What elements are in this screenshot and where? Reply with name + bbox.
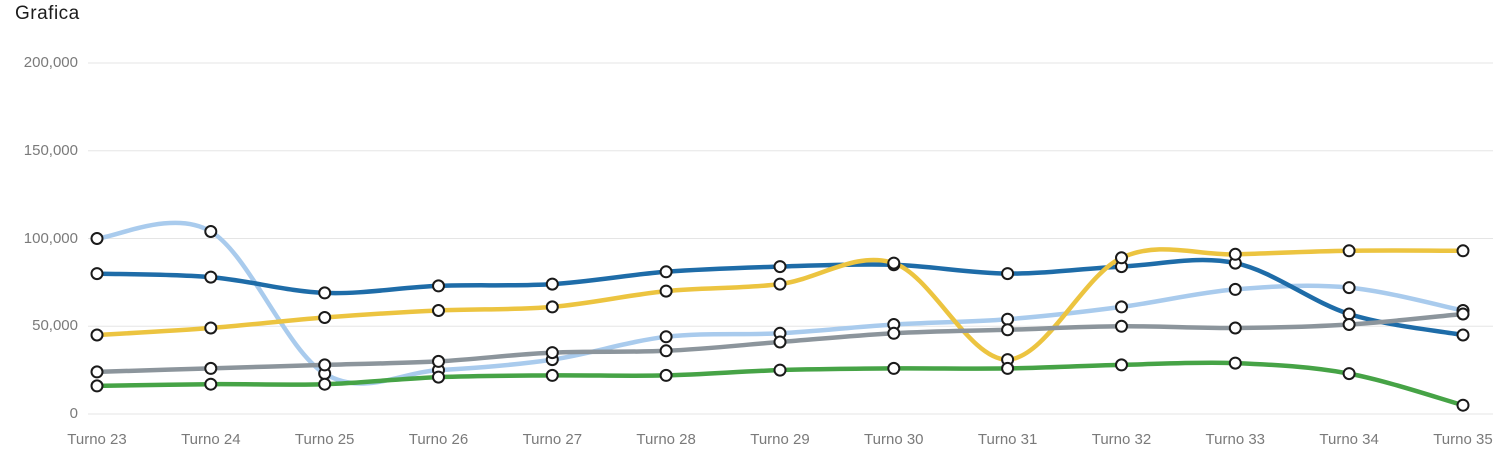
data-point-green[interactable] [1001, 361, 1015, 375]
data-point-dark-blue[interactable] [545, 277, 559, 291]
data-point-light-blue[interactable] [1228, 282, 1242, 296]
data-point-yellow[interactable] [1456, 244, 1470, 258]
data-point-light-blue[interactable] [90, 232, 104, 245]
data-point-gray[interactable] [90, 365, 104, 379]
data-point-yellow[interactable] [318, 311, 332, 324]
data-point-dark-blue[interactable] [318, 286, 332, 300]
data-point-green[interactable] [1228, 356, 1242, 370]
x-axis-tick-label: Turno 27 [522, 431, 583, 448]
data-point-green[interactable] [773, 363, 787, 377]
data-point-dark-blue[interactable] [90, 267, 104, 281]
data-point-gray[interactable] [887, 326, 901, 340]
y-axis-tick-label: 0 [69, 405, 78, 422]
x-axis-tick-label: Turno 30 [864, 431, 924, 448]
data-point-light-blue[interactable] [1001, 312, 1015, 326]
data-point-gray[interactable] [773, 335, 787, 349]
y-axis-tick-label: 150,000 [23, 141, 78, 159]
y-axis-tick-label: 200,000 [23, 54, 78, 71]
data-point-dark-blue[interactable] [773, 260, 787, 274]
x-axis-tick-label: Turno 29 [750, 431, 810, 448]
data-point-yellow[interactable] [90, 328, 104, 342]
data-point-gray[interactable] [1001, 323, 1015, 337]
data-point-gray[interactable] [1228, 321, 1242, 335]
data-point-dark-blue[interactable] [659, 265, 673, 279]
data-point-dark-blue[interactable] [432, 279, 445, 293]
data-point-yellow[interactable] [1228, 247, 1242, 261]
data-point-green[interactable] [1456, 398, 1470, 412]
chart-title: Grafica [15, 3, 80, 24]
series-line-light-blue[interactable] [94, 220, 1466, 386]
data-point-dark-blue[interactable] [204, 270, 218, 284]
data-point-yellow[interactable] [204, 321, 218, 335]
data-point-green[interactable] [659, 368, 673, 382]
data-point-gray[interactable] [1456, 307, 1470, 321]
data-point-yellow[interactable] [1115, 251, 1128, 265]
x-axis-tick-label: Turno 24 [181, 431, 241, 448]
data-point-green[interactable] [1342, 367, 1356, 381]
x-axis-tick-label: Turno 34 [1319, 431, 1379, 448]
x-axis-tick-label: Turno 26 [408, 431, 469, 448]
x-axis-tick-label: Turno 33 [1205, 431, 1266, 448]
data-point-yellow[interactable] [1342, 244, 1356, 258]
data-point-green[interactable] [1115, 358, 1128, 372]
data-point-green[interactable] [432, 370, 445, 384]
data-point-gray[interactable] [545, 346, 559, 360]
data-point-light-blue[interactable] [1115, 300, 1128, 314]
x-axis-tick-label: Turno 31 [977, 431, 1038, 448]
x-axis-tick-label: Turno 25 [294, 431, 355, 448]
data-point-dark-blue[interactable] [1001, 267, 1015, 281]
x-axis-tick-label: Turno 32 [1091, 431, 1152, 448]
x-axis-tick-label: Turno 23 [67, 431, 127, 448]
data-point-gray[interactable] [318, 358, 332, 372]
data-point-green[interactable] [545, 368, 559, 382]
data-point-green[interactable] [90, 379, 104, 393]
data-point-dark-blue[interactable] [1342, 307, 1356, 321]
data-point-yellow[interactable] [432, 304, 445, 317]
data-point-yellow[interactable] [659, 284, 673, 298]
data-point-gray[interactable] [432, 354, 445, 368]
data-point-light-blue[interactable] [659, 330, 673, 344]
data-point-gray[interactable] [659, 344, 673, 358]
data-point-gray[interactable] [1115, 319, 1128, 333]
x-axis-tick-label: Turno 35 [1433, 431, 1493, 448]
data-point-yellow[interactable] [887, 256, 901, 270]
data-point-light-blue[interactable] [1342, 281, 1356, 295]
data-point-light-blue[interactable] [204, 225, 218, 238]
data-point-dark-blue[interactable] [1456, 328, 1470, 342]
data-point-gray[interactable] [204, 361, 218, 375]
x-axis-tick-label: Turno 28 [636, 431, 696, 448]
data-point-yellow[interactable] [545, 300, 559, 314]
data-point-yellow[interactable] [773, 277, 787, 291]
y-axis-tick-label: 50,000 [32, 317, 78, 335]
y-axis-tick-label: 100,000 [23, 229, 78, 247]
data-point-gray[interactable] [1342, 318, 1356, 331]
data-point-green[interactable] [204, 377, 218, 391]
data-point-green[interactable] [887, 361, 901, 375]
data-point-green[interactable] [318, 377, 332, 391]
